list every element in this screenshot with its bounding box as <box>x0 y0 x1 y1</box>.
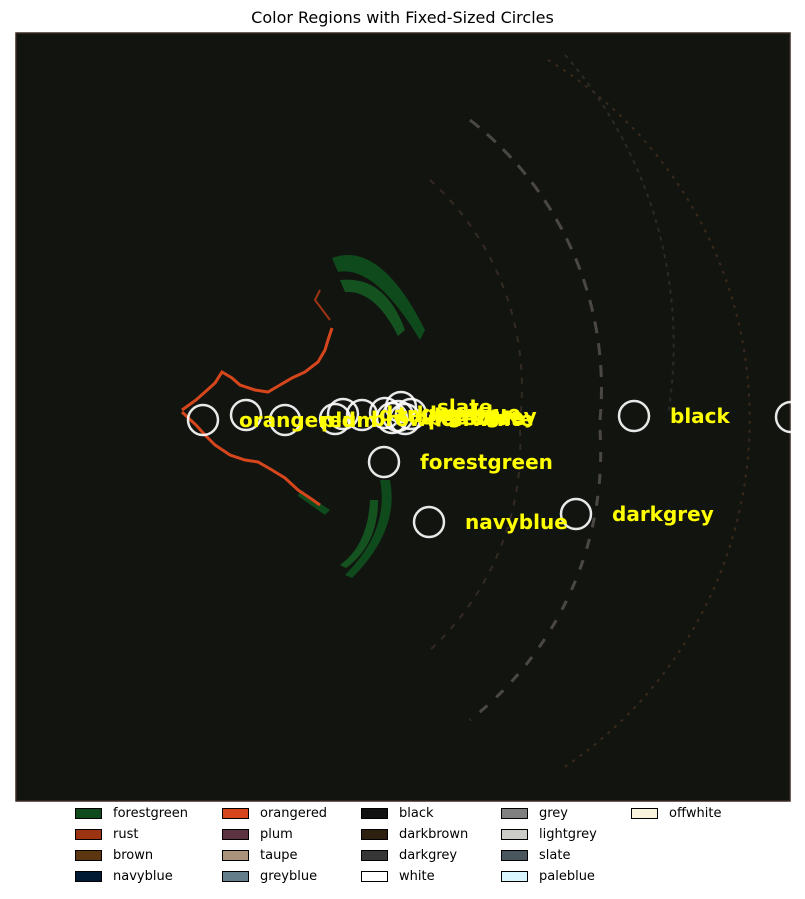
axes-frame <box>15 32 791 802</box>
legend-swatch <box>75 849 102 861</box>
legend-swatch <box>361 870 388 882</box>
region-circle-grey <box>394 397 428 431</box>
legend-swatch <box>222 807 249 819</box>
region-circle-forestgreen <box>367 445 401 479</box>
legend-label: navyblue <box>113 868 173 884</box>
region-label-taupe: taupe <box>398 403 463 427</box>
legend-swatch <box>75 870 102 882</box>
legend-swatch <box>222 828 249 840</box>
region-label-slate: slate <box>437 395 492 419</box>
region-label-greyblue: greyblue <box>421 401 521 425</box>
region-circle-navyblue <box>412 505 446 539</box>
region-label-forestgreen: forestgreen <box>420 450 553 474</box>
region-label-darkgrey: darkgrey <box>612 502 714 526</box>
region-label-darkbrown: darkbrown <box>379 402 501 426</box>
legend-label: orangered <box>260 805 328 821</box>
legend-item-plum: plum <box>222 825 293 843</box>
legend-swatch <box>222 849 249 861</box>
region-circle-orangered <box>186 403 220 437</box>
region-label-lightgrey: lightgrey <box>434 404 537 428</box>
legend-item-black: black <box>361 804 434 822</box>
legend-label: taupe <box>260 847 298 863</box>
legend-swatch <box>361 849 388 861</box>
region-label-plum: plum <box>321 408 377 432</box>
legend-item-grey: grey <box>501 804 568 822</box>
axes-background <box>16 33 790 801</box>
legend-item-darkgrey: darkgrey <box>361 846 457 864</box>
legend-item-darkbrown: darkbrown <box>361 825 468 843</box>
region-circle-plum <box>268 403 302 437</box>
legend-swatch <box>75 828 102 840</box>
legend-label: black <box>399 805 434 821</box>
legend-item-brown: brown <box>75 846 153 864</box>
legend-item-navyblue: navyblue <box>75 867 173 885</box>
chart-title: Color Regions with Fixed-Sized Circles <box>251 8 554 27</box>
legend-label: rust <box>113 826 139 842</box>
legend-swatch <box>75 807 102 819</box>
legend-label: forestgreen <box>113 805 189 821</box>
legend-label: darkbrown <box>399 826 469 842</box>
legend-item-offwhite: offwhite <box>631 804 722 822</box>
region-label-grey: grey <box>447 402 498 426</box>
region-label-orangered: orangered <box>239 408 356 432</box>
region-circle-greyblue <box>368 396 402 430</box>
legend-item-slate: slate <box>501 846 570 864</box>
legend-label: lightgrey <box>539 826 597 842</box>
image-texture <box>180 54 751 771</box>
legend-item-lightgrey: lightgrey <box>501 825 597 843</box>
region-label-offwhite: offwhite <box>441 407 534 431</box>
region-circle-offwhite <box>388 402 422 436</box>
region-circle-darkbrown <box>326 397 360 431</box>
region-circle-brown <box>318 402 352 436</box>
legend-label: greyblue <box>260 868 318 884</box>
legend-swatch <box>222 870 249 882</box>
legend-label: slate <box>539 847 571 863</box>
region-circle-paleblue <box>375 401 409 435</box>
legend-swatch <box>501 870 528 882</box>
legend-swatch <box>631 807 658 819</box>
legend-item-taupe: taupe <box>222 846 298 864</box>
legend-item-orangered: orangered <box>222 804 327 822</box>
legend-swatch <box>361 807 388 819</box>
region-circle-white <box>774 400 805 434</box>
region-label-black: black <box>670 404 731 428</box>
legend-swatch <box>501 807 528 819</box>
legend-label: grey <box>539 805 569 821</box>
legend-label: darkgrey <box>399 847 458 863</box>
region-circle-black <box>617 399 651 433</box>
legend-swatch <box>501 849 528 861</box>
legend-label: offwhite <box>669 805 722 821</box>
region-label-navyblue: navyblue <box>465 510 568 534</box>
legend-item-white: white <box>361 867 435 885</box>
legend-label: plum <box>260 826 293 842</box>
legend-item-greyblue: greyblue <box>222 867 317 885</box>
legend-swatch <box>501 828 528 840</box>
legend-swatch <box>361 828 388 840</box>
region-label-brown: brown <box>371 407 442 431</box>
plot-area: forestgreennavybluedarkgreyblackwhiteora… <box>15 32 805 802</box>
legend: forestgreen rust brown navyblue orangered plu… <box>75 804 775 894</box>
legend-label: paleblue <box>539 868 595 884</box>
legend-item-paleblue: paleblue <box>501 867 595 885</box>
legend-item-rust: rust <box>75 825 138 843</box>
legend-label: white <box>399 868 435 884</box>
region-label-paleblue: paleblue <box>428 406 525 430</box>
legend-item-forestgreen: forestgreen <box>75 804 188 822</box>
legend-label: brown <box>113 847 154 863</box>
region-circle-darkgrey <box>559 497 593 531</box>
region-circle-rust <box>229 398 263 432</box>
